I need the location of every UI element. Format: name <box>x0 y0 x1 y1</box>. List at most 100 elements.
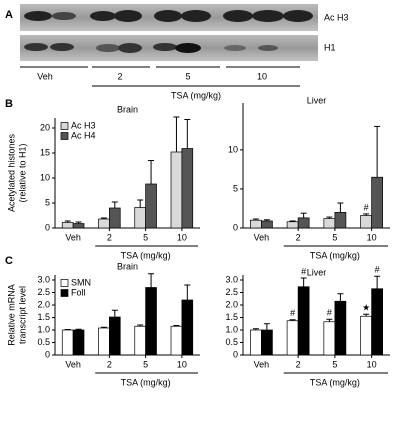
y-tick-label: 0 <box>45 349 50 359</box>
x-tick-label: Veh <box>65 359 81 369</box>
bar <box>170 325 183 356</box>
x-axis-label: TSA (mg/kg) <box>310 377 360 387</box>
bar <box>334 212 347 229</box>
y-tick-label: 10 <box>228 144 238 154</box>
bar <box>286 320 299 356</box>
bar <box>98 327 110 356</box>
x-tick-label: Veh <box>254 359 270 369</box>
chart-title: Brain <box>117 104 138 114</box>
x-tick-label: 5 <box>143 232 148 242</box>
y-axis-label: Relative mRNA <box>6 284 16 346</box>
y-tick-label: 0 <box>233 349 238 359</box>
bar <box>61 329 74 356</box>
legend-label: Ac H4 <box>71 130 96 140</box>
group-label: 2 <box>117 71 122 81</box>
bar <box>261 220 273 229</box>
annotation: ★ <box>362 303 370 313</box>
bar <box>250 219 262 229</box>
annotation: # <box>375 265 380 275</box>
x-tick-label: 10 <box>367 359 377 369</box>
bar <box>134 207 146 229</box>
panel-a: A Ac H3 H1 Veh 2 5 10 TSA (mg/kg) <box>5 4 349 100</box>
x-axis-label: TSA (mg/kg) <box>171 90 221 100</box>
y-tick-label: 2.0 <box>225 299 238 309</box>
panel-letter: C <box>5 255 13 267</box>
bar <box>145 287 157 356</box>
y-tick-label: 20 <box>40 122 50 132</box>
annotation: # <box>301 266 306 276</box>
y-tick-label: 1.0 <box>225 324 238 334</box>
legend-swatch <box>60 132 69 140</box>
group-label: Veh <box>37 71 53 81</box>
y-axis-label: (relative to H1) <box>17 143 27 202</box>
bar <box>334 300 347 356</box>
bar <box>181 299 194 356</box>
annotation: # <box>364 202 369 212</box>
x-tick-label: 10 <box>177 359 187 369</box>
bar <box>72 329 85 356</box>
x-tick-label: 5 <box>332 359 337 369</box>
chart-title: Liver <box>307 267 327 277</box>
y-tick-label: 0.5 <box>37 337 50 347</box>
annotation: # <box>327 308 332 318</box>
y-tick-label: 0 <box>233 222 238 232</box>
x-axis-label: TSA (mg/kg) <box>121 377 171 387</box>
annotation: # <box>290 308 295 318</box>
legend-label: Ac H3 <box>71 120 96 130</box>
x-tick-label: 10 <box>177 232 187 242</box>
y-tick-label: 1.5 <box>225 312 238 322</box>
chart-title: Liver <box>307 95 327 105</box>
x-tick-label: 10 <box>367 232 377 242</box>
bar <box>323 321 336 356</box>
y-axis-label: transcript level <box>17 286 27 344</box>
y-tick-label: 5 <box>45 197 50 207</box>
y-tick-label: 15 <box>40 147 50 157</box>
panel-letter: B <box>5 98 13 110</box>
bar <box>261 329 273 356</box>
bar <box>323 218 336 229</box>
x-tick-label: 2 <box>296 359 301 369</box>
bar <box>109 316 121 356</box>
bar <box>360 315 372 356</box>
bar <box>286 221 299 229</box>
bar <box>61 222 74 229</box>
bar <box>297 217 310 229</box>
legend-swatch <box>60 279 69 287</box>
x-tick-label: 2 <box>107 359 112 369</box>
legend-label: Foll <box>71 287 86 297</box>
group-label: 10 <box>257 71 267 81</box>
y-tick-label: 2.5 <box>225 287 238 297</box>
blot-label: H1 <box>324 42 336 52</box>
x-tick-label: 5 <box>332 232 337 242</box>
bar <box>72 223 85 229</box>
x-tick-label: Veh <box>254 232 270 242</box>
blot-bands <box>24 43 278 53</box>
bar <box>98 218 110 229</box>
panel-letter: A <box>5 9 13 21</box>
x-tick-label: 2 <box>296 232 301 242</box>
bar <box>360 215 372 229</box>
blot-bands <box>24 10 313 22</box>
chart-title: Brain <box>117 261 138 271</box>
y-tick-label: 5 <box>233 183 238 193</box>
y-tick-label: 3.0 <box>225 274 238 284</box>
bar <box>134 325 146 356</box>
x-tick-label: 2 <box>107 232 112 242</box>
y-axis-label: Acetylated histones <box>6 133 16 212</box>
legend-swatch <box>60 289 69 297</box>
bar <box>371 288 383 356</box>
bar <box>250 329 262 356</box>
x-axis-label: TSA (mg/kg) <box>310 250 360 260</box>
bar <box>109 207 121 229</box>
x-tick-label: 5 <box>143 359 148 369</box>
y-tick-label: 0 <box>45 222 50 232</box>
bar <box>145 183 157 229</box>
group-label: 5 <box>185 71 190 81</box>
y-tick-label: 10 <box>40 172 50 182</box>
y-tick-label: 1.0 <box>37 324 50 334</box>
y-tick-label: 2.5 <box>37 287 50 297</box>
x-tick-label: Veh <box>65 232 81 242</box>
y-tick-label: 2.0 <box>37 299 50 309</box>
y-tick-label: 3.0 <box>37 274 50 284</box>
